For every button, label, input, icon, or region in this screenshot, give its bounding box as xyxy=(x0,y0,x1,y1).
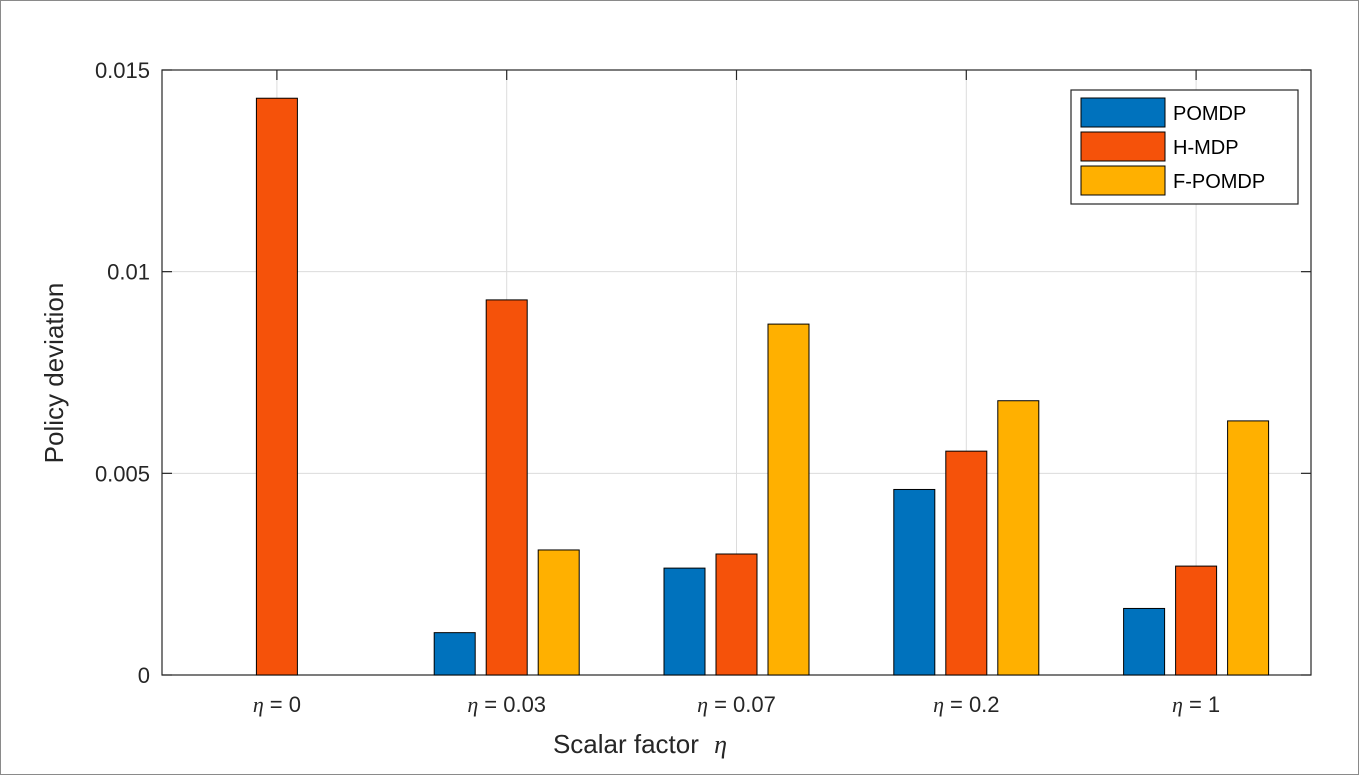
y-tick-label: 0.015 xyxy=(95,58,150,83)
x-tick-labels: η = 0 η = 0.03 η = 0.07 η = 0.2 η = 1 xyxy=(253,692,1220,717)
x-tick-value: = 0 xyxy=(270,692,301,717)
bar-h-mdp-2 xyxy=(715,553,758,676)
bar-f-pomdp-1 xyxy=(537,549,580,676)
x-tick-label: η = 0.2 xyxy=(933,692,999,717)
y-axis-title: Policy deviation xyxy=(39,283,69,464)
x-axis-title-symbol: η xyxy=(714,730,727,759)
x-tick-value: = 1 xyxy=(1189,692,1220,717)
legend-label-pomdp: POMDP xyxy=(1173,103,1246,125)
x-tick-value: = 0.2 xyxy=(950,692,1000,717)
bar-h-mdp-4 xyxy=(1175,565,1218,676)
x-tick-symbol: η xyxy=(253,692,264,717)
x-tick-label: η = 0.03 xyxy=(467,692,546,717)
legend-label-f-pomdp: F-POMDP xyxy=(1173,171,1265,193)
x-tick-value: = 0.03 xyxy=(484,692,546,717)
x-tick-symbol: η xyxy=(467,692,478,717)
bar-pomdp-3 xyxy=(893,488,936,676)
bar-f-pomdp-4 xyxy=(1227,420,1270,676)
legend-label-h-mdp: H-MDP xyxy=(1173,137,1239,159)
x-tick-value: = 0.07 xyxy=(714,692,776,717)
x-tick-symbol: η xyxy=(933,692,944,717)
y-tick-label: 0.01 xyxy=(107,260,150,285)
x-tick-symbol: η xyxy=(1172,692,1183,717)
legend[interactable]: POMDP H-MDP F-POMDP xyxy=(1070,89,1299,205)
bar-h-mdp-3 xyxy=(945,450,988,676)
legend-swatch-f-pomdp xyxy=(1080,165,1166,196)
bar-h-mdp-1 xyxy=(485,299,528,676)
x-axis-title-text: Scalar factor xyxy=(553,729,699,759)
y-tick-labels: 0 0.005 0.01 0.015 xyxy=(95,58,150,688)
y-tick-label: 0 xyxy=(138,663,150,688)
bar-pomdp-1 xyxy=(433,632,476,676)
legend-swatch-h-mdp xyxy=(1080,131,1166,162)
bars xyxy=(255,97,1270,676)
x-tick-symbol: η xyxy=(697,692,708,717)
x-tick-label: η = 0 xyxy=(253,692,301,717)
y-tick-label: 0.005 xyxy=(95,461,150,486)
legend-swatch-pomdp xyxy=(1080,97,1166,128)
x-tick-label: η = 1 xyxy=(1172,692,1220,717)
x-axis-title: Scalar factor η xyxy=(553,729,727,759)
bar-f-pomdp-2 xyxy=(767,323,810,676)
bar-pomdp-2 xyxy=(663,567,706,676)
bar-pomdp-4 xyxy=(1123,607,1166,676)
bar-f-pomdp-3 xyxy=(997,400,1040,676)
x-tick-label: η = 0.07 xyxy=(697,692,776,717)
bar-h-mdp-0 xyxy=(255,97,298,676)
